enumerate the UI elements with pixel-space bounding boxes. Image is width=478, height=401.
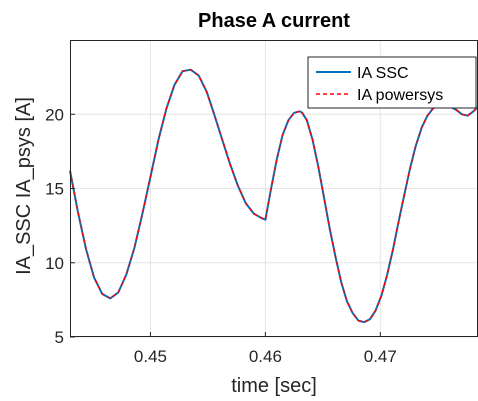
series-layer: [69, 68, 478, 324]
legend-box: [307, 56, 477, 109]
y-tick-label: 10: [45, 254, 64, 273]
x-tick-label: 0.46: [249, 347, 282, 366]
y-tick-label: 20: [45, 105, 64, 124]
x-tick-label: 0.47: [364, 347, 397, 366]
series-line-1: [69, 68, 478, 324]
ticks: 0.45 0.46 0.47 5 10 15 20: [45, 105, 397, 366]
chart-title: Phase A current: [198, 10, 350, 32]
y-axis-label: IA_SSC IA_psys [A]: [13, 97, 35, 275]
x-tick-label: 0.45: [134, 347, 167, 366]
legend-label-1: IA SSC: [357, 65, 409, 82]
y-tick-label: 15: [45, 180, 64, 199]
legend: IA SSC IA powersys: [307, 56, 477, 109]
x-axis-label: time [sec]: [231, 375, 317, 397]
y-tick-label: 5: [55, 328, 64, 347]
legend-label-2: IA powersys: [357, 87, 443, 104]
